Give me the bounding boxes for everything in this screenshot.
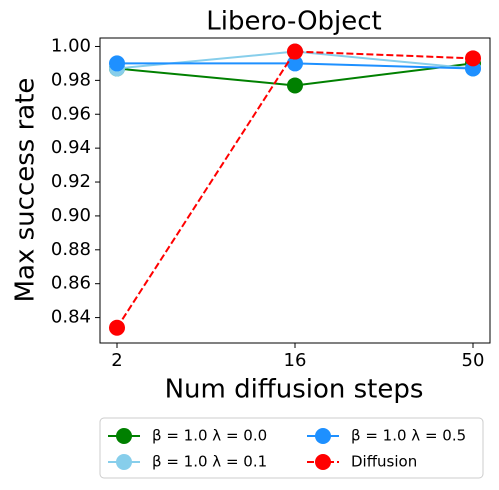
chart-title: Libero-Object xyxy=(206,7,382,37)
legend-marker xyxy=(315,454,331,470)
x-tick-label: 2 xyxy=(111,350,122,371)
x-tick-label: 16 xyxy=(284,350,307,371)
legend-marker xyxy=(116,454,132,470)
data-point xyxy=(287,43,303,60)
data-point xyxy=(465,50,481,67)
data-point xyxy=(287,55,303,72)
legend-label: Diffusion xyxy=(351,453,417,471)
data-point xyxy=(109,319,125,336)
y-tick-label: 0.84 xyxy=(51,307,91,328)
y-tick-label: 0.92 xyxy=(51,171,91,192)
data-point xyxy=(287,77,303,94)
legend-label: β = 1.0 λ = 0.5 xyxy=(351,427,466,445)
y-tick-label: 0.94 xyxy=(51,137,91,158)
data-point xyxy=(109,55,125,72)
x-tick-label: 50 xyxy=(462,350,485,371)
legend-label: β = 1.0 λ = 0.1 xyxy=(152,453,267,471)
y-axis-label: Max success rate xyxy=(11,78,41,303)
legend: β = 1.0 λ = 0.0 β = 1.0 λ = 0.1 β = 1.0 λ … xyxy=(99,417,484,479)
y-tick-label: 0.96 xyxy=(51,103,91,124)
y-tick-label: 0.88 xyxy=(51,239,91,260)
y-tick-label: 0.90 xyxy=(51,205,91,226)
x-axis-label: Num diffusion steps xyxy=(165,375,424,405)
plot-area xyxy=(109,43,481,336)
legend-marker xyxy=(116,428,132,444)
legend-label: β = 1.0 λ = 0.0 xyxy=(152,427,267,445)
legend-box xyxy=(99,417,484,479)
y-tick-label: 0.86 xyxy=(51,273,91,294)
y-tick-label: 0.98 xyxy=(51,69,91,90)
legend-marker xyxy=(315,428,331,444)
y-tick-label: 1.00 xyxy=(51,35,91,56)
